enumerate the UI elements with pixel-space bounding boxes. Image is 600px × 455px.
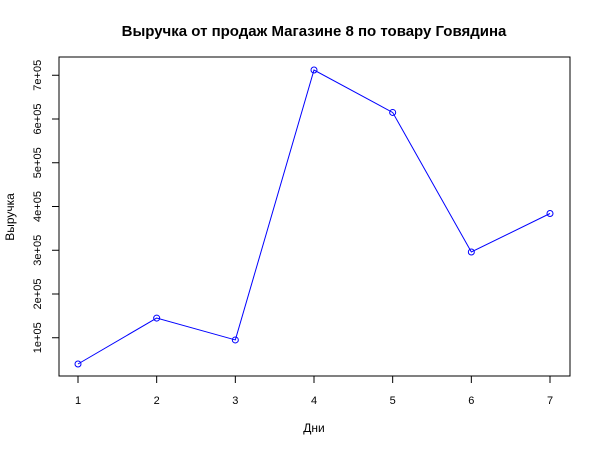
x-tick-label: 2 [154, 395, 160, 407]
data-point [153, 314, 161, 322]
x-axis-label: Дни [303, 421, 324, 435]
data-point [74, 360, 82, 368]
x-axis: 1 2 3 4 5 6 7 [75, 375, 553, 407]
y-tick-label: 6e+05 [32, 104, 44, 135]
data-point [389, 108, 397, 116]
x-tick-label: 7 [547, 395, 553, 407]
x-tick-label: 5 [390, 395, 396, 407]
chart-title: Выручка от продаж Магазине 8 по товару Г… [122, 23, 507, 40]
data-point [467, 248, 475, 256]
y-tick-label: 1e+05 [32, 322, 44, 353]
y-axis: 1e+05 2e+05 3e+05 4e+05 5e+05 6e+05 7e+05 [32, 60, 60, 353]
series-line [77, 69, 551, 365]
data-point [231, 336, 239, 344]
y-tick-label: 2e+05 [32, 279, 44, 310]
y-tick-label: 4e+05 [32, 191, 44, 222]
x-tick-label: 6 [468, 395, 474, 407]
y-tick-label: 7e+05 [32, 60, 44, 91]
y-tick-label: 5e+05 [32, 147, 44, 178]
series-layer [74, 66, 554, 368]
plot-area-frame [58, 56, 571, 377]
y-axis-label: Выручка [3, 193, 17, 241]
y-tick-label: 3e+05 [32, 235, 44, 266]
x-tick-label: 3 [232, 395, 238, 407]
x-tick-label: 1 [75, 395, 81, 407]
data-point [310, 66, 318, 74]
x-tick-label: 4 [311, 395, 317, 407]
data-point [546, 210, 554, 217]
